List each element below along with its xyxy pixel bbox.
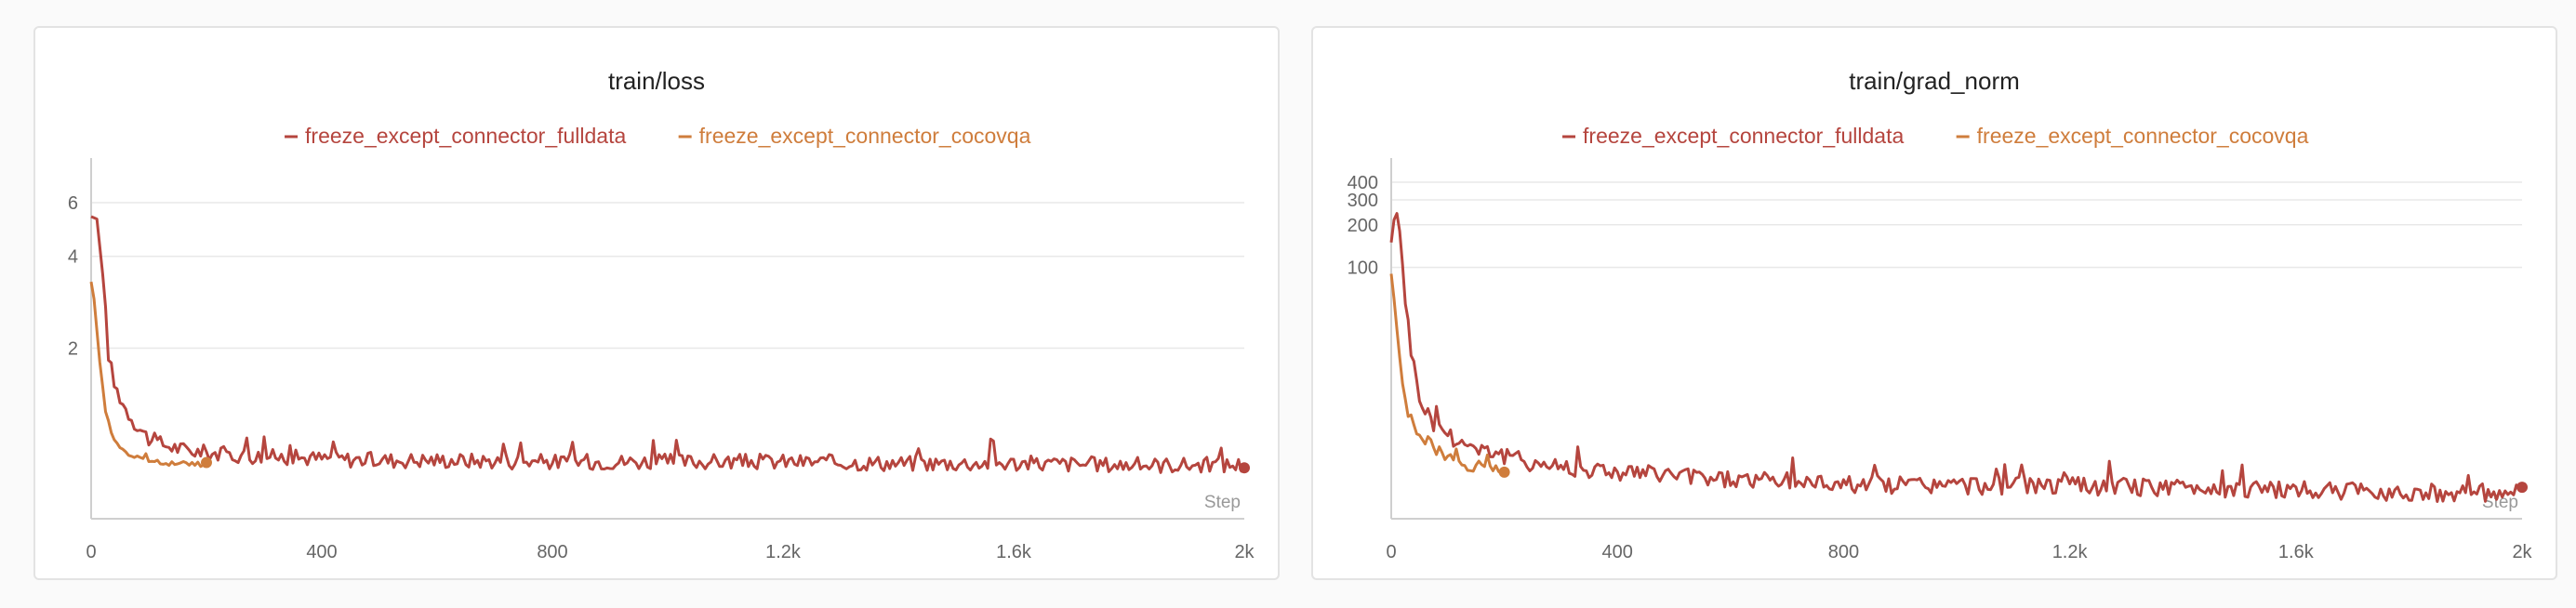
y-tick-label: 4 <box>68 247 78 268</box>
chart-legend: freeze_except_connector_fulldata freeze_e… <box>285 124 1031 148</box>
y-tick-label: 6 <box>68 193 78 214</box>
y-tick-label: 300 <box>1348 191 1378 211</box>
x-axis-label: Step <box>1204 493 1241 512</box>
chart-panel-train-grad-norm: train/grad_norm freeze_except_connector_f… <box>1311 26 2557 580</box>
y-tick-label: 100 <box>1348 258 1378 279</box>
chart-legend: freeze_except_connector_fulldata freeze_e… <box>1562 124 2309 148</box>
y-tick-label: 200 <box>1348 216 1378 236</box>
legend-entry[interactable]: freeze_except_connector_cocovqa <box>699 124 1031 148</box>
x-tick-label: 800 <box>537 542 567 562</box>
x-tick-label: 0 <box>1386 542 1396 562</box>
y-tick-label: 2 <box>68 338 78 359</box>
x-tick-label: 1.2k <box>2052 542 2089 562</box>
train-loss-chart: train/loss freeze_except_connector_fullda… <box>68 67 1255 562</box>
x-tick-label: 2k <box>2512 542 2532 562</box>
legend-entry[interactable]: freeze_except_connector_cocovqa <box>1977 124 2309 148</box>
train-grad-norm-chart: train/grad_norm freeze_except_connector_f… <box>1348 67 2533 562</box>
series-end-marker <box>201 456 212 469</box>
legend-entry[interactable]: freeze_except_connector_fulldata <box>305 124 626 148</box>
series-line-cocovqa[interactable] <box>89 281 207 469</box>
x-tick-label: 400 <box>306 542 337 562</box>
chart-panel-train-loss: train/loss freeze_except_connector_fullda… <box>33 26 1280 580</box>
legend-entry[interactable]: freeze_except_connector_fulldata <box>1583 124 1904 148</box>
series-end-marker <box>1239 462 1250 474</box>
y-tick-label: 400 <box>1348 173 1378 193</box>
x-tick-label: 1.2k <box>765 542 802 562</box>
x-tick-label: 800 <box>1828 542 1859 562</box>
x-tick-label: 400 <box>1602 542 1633 562</box>
chart-title: train/loss <box>608 67 705 95</box>
series-end-marker <box>1498 466 1510 478</box>
x-tick-label: 1.6k <box>2278 542 2315 562</box>
x-tick-label: 1.6k <box>996 542 1032 562</box>
series-line-fulldata[interactable] <box>90 215 1246 474</box>
series-line-fulldata[interactable] <box>1389 212 2523 503</box>
x-tick-label: 2k <box>1234 542 1255 562</box>
chart-title: train/grad_norm <box>1849 67 2020 95</box>
series-line-cocovqa[interactable] <box>1389 273 1506 476</box>
series-end-marker <box>2516 482 2528 494</box>
x-tick-label: 0 <box>86 542 96 562</box>
